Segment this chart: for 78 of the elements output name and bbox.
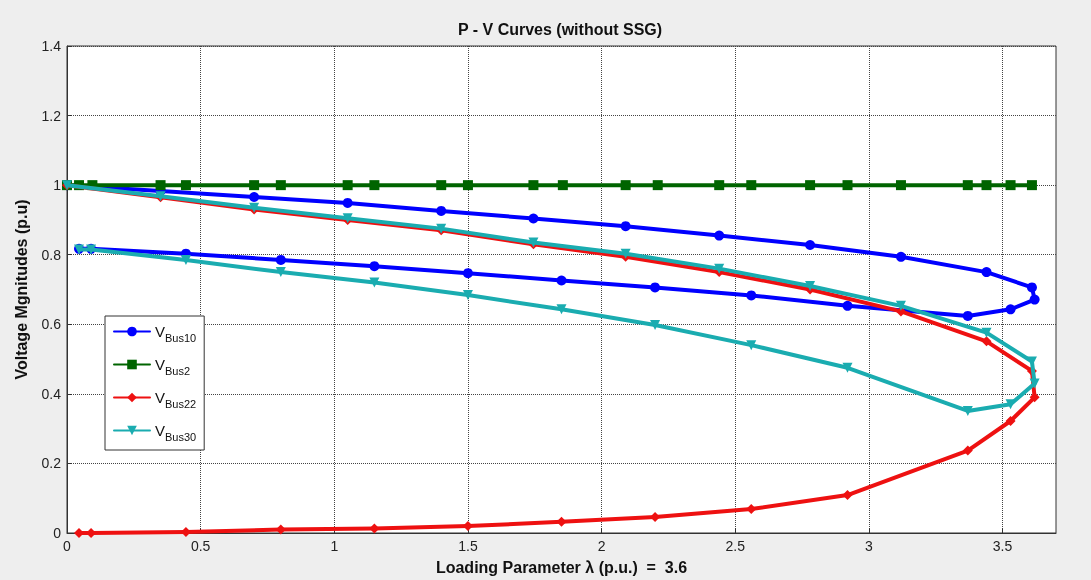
- point: [180, 180, 191, 191]
- y-tick-label: 0.6: [41, 316, 62, 333]
- point: [462, 268, 473, 279]
- point: [275, 267, 286, 278]
- point: [842, 362, 853, 373]
- x-tick-label: 3: [864, 538, 873, 554]
- point: [650, 282, 661, 293]
- x-tick-label: 1.5: [458, 538, 478, 554]
- x-tick-label: 0: [63, 538, 72, 554]
- point: [1026, 282, 1037, 293]
- point: [436, 180, 447, 191]
- point: [650, 319, 661, 330]
- point: [1026, 180, 1037, 191]
- point: [1005, 304, 1016, 315]
- point: [714, 230, 725, 241]
- point: [981, 180, 992, 191]
- point: [981, 336, 992, 347]
- y-tick-label: 0.8: [41, 246, 62, 263]
- point: [342, 180, 353, 191]
- point: [528, 213, 539, 224]
- y-tick-label: 0.4: [41, 385, 62, 402]
- point: [962, 405, 973, 416]
- point: [805, 239, 816, 250]
- point: [962, 180, 973, 191]
- point: [1029, 378, 1040, 389]
- point: [436, 205, 447, 216]
- point: [1029, 294, 1040, 305]
- x-tick-label: 2: [597, 538, 606, 554]
- point: [746, 290, 757, 301]
- x-tick-label: 0.5: [190, 538, 211, 554]
- point: [249, 191, 260, 202]
- point: [342, 197, 353, 208]
- point: [895, 300, 906, 311]
- point: [1029, 392, 1040, 403]
- point: [557, 180, 568, 191]
- point: [962, 310, 973, 321]
- point: [369, 277, 380, 288]
- point: [180, 254, 191, 265]
- point: [275, 254, 286, 265]
- point: [842, 180, 853, 191]
- point: [556, 304, 567, 315]
- y-tick-label: 0: [53, 525, 62, 541]
- x-axis-title: Loading Parameter λ (p.u.) = 3.6: [435, 558, 688, 576]
- point: [746, 180, 757, 191]
- y-axis-title: Voltage Mgnitudes (p.u): [12, 199, 30, 380]
- point: [528, 180, 539, 191]
- point: [249, 180, 260, 191]
- point: [620, 180, 631, 191]
- point: [895, 180, 906, 191]
- point: [746, 340, 757, 351]
- y-tick-label: 1.4: [41, 38, 62, 54]
- point: [652, 180, 663, 191]
- point: [462, 290, 473, 301]
- point: [1005, 415, 1016, 426]
- point: [981, 327, 992, 338]
- x-tick-label: 3.5: [992, 538, 1013, 554]
- point: [369, 180, 380, 191]
- point: [842, 300, 853, 311]
- chart-title: P - V Curves (without SSG): [457, 20, 663, 38]
- y-tick-label: 0.2: [41, 455, 62, 472]
- point: [620, 221, 631, 232]
- point: [842, 490, 853, 501]
- point: [556, 275, 567, 286]
- point: [1005, 180, 1016, 191]
- y-tick-label: 1: [53, 177, 62, 194]
- y-tick-label: 1.2: [41, 107, 62, 124]
- point: [155, 180, 166, 191]
- point: [714, 263, 725, 274]
- x-tick-label: 2.5: [725, 538, 746, 554]
- point: [805, 180, 816, 191]
- x-tick-label: 1: [330, 538, 339, 554]
- point: [369, 261, 380, 272]
- point: [462, 180, 473, 191]
- point: [895, 251, 906, 262]
- point: [962, 445, 973, 456]
- point: [275, 180, 286, 191]
- point: [981, 267, 992, 278]
- point: [714, 180, 725, 191]
